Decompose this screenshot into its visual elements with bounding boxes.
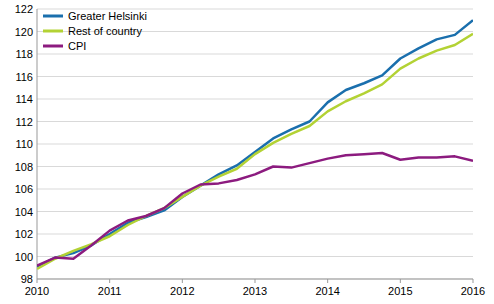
grid-line bbox=[37, 166, 473, 167]
x-tick-label: 2011 bbox=[98, 285, 122, 297]
legend-label: CPI bbox=[68, 40, 86, 52]
x-tick-label: 2012 bbox=[170, 285, 194, 297]
legend-swatch bbox=[43, 30, 63, 33]
legend-swatch bbox=[43, 15, 63, 18]
grid-line bbox=[37, 211, 473, 212]
y-tick-label: 102 bbox=[15, 228, 33, 240]
y-axis bbox=[37, 9, 38, 279]
y-tick-label: 110 bbox=[15, 138, 33, 150]
y-tick-label: 104 bbox=[15, 206, 33, 218]
x-tick-label: 2013 bbox=[243, 285, 267, 297]
x-tick bbox=[473, 279, 474, 283]
series-line bbox=[37, 153, 473, 266]
x-tick bbox=[327, 279, 328, 283]
series-line bbox=[37, 34, 473, 269]
grid-line bbox=[37, 189, 473, 190]
y-tick-label: 108 bbox=[15, 161, 33, 173]
x-tick bbox=[37, 279, 38, 283]
x-tick-label: 2010 bbox=[25, 285, 49, 297]
y-tick-label: 112 bbox=[15, 116, 33, 128]
chart: 98 100 102 104 106 108 110 112 114 116 118 120 122 20… bbox=[0, 0, 494, 304]
grid-line bbox=[37, 76, 473, 77]
legend-swatch bbox=[43, 45, 63, 48]
x-tick bbox=[400, 279, 401, 283]
x-tick bbox=[182, 279, 183, 283]
y-tick-label: 100 bbox=[15, 251, 33, 263]
y-tick-label: 106 bbox=[15, 183, 33, 195]
grid-line bbox=[37, 144, 473, 145]
x-tick bbox=[109, 279, 110, 283]
grid-line bbox=[37, 121, 473, 122]
legend-label: Greater Helsinki bbox=[68, 10, 147, 22]
grid-line bbox=[37, 234, 473, 235]
y-tick-label: 122 bbox=[15, 3, 33, 15]
grid-line bbox=[37, 256, 473, 257]
x-tick-label: 2016 bbox=[461, 285, 485, 297]
y-tick-label: 98 bbox=[21, 273, 33, 285]
plot-area bbox=[37, 20, 473, 269]
x-tick bbox=[255, 279, 256, 283]
legend-label: Rest of country bbox=[68, 25, 142, 37]
y-tick-label: 116 bbox=[15, 71, 33, 83]
y-tick-label: 118 bbox=[15, 48, 33, 60]
legend: Greater Helsinki Rest of country CPI bbox=[43, 10, 147, 52]
x-tick-label: 2015 bbox=[388, 285, 412, 297]
y-tick-label: 120 bbox=[15, 26, 33, 38]
series-line bbox=[37, 20, 473, 266]
y-tick-label: 114 bbox=[15, 93, 33, 105]
x-tick-label: 2014 bbox=[315, 285, 339, 297]
grid-line bbox=[37, 99, 473, 100]
